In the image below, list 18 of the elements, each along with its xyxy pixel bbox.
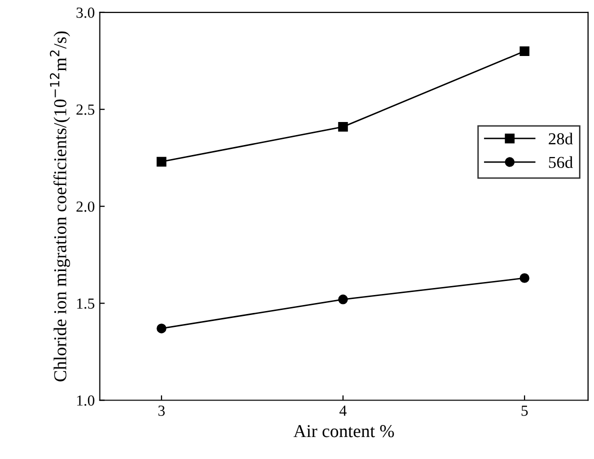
y-axis-title: Chloride ion migration coefficients/(10$^{−12}$m$^{2}$/s) bbox=[50, 31, 70, 382]
y-tick-label: 1.5 bbox=[77, 298, 94, 309]
y-tick-label: 1.0 bbox=[77, 395, 94, 406]
point bbox=[338, 294, 348, 304]
y-tick-label: 2.5 bbox=[76, 104, 94, 115]
point bbox=[520, 273, 530, 283]
point bbox=[338, 122, 348, 132]
x-tick-label: 3 bbox=[158, 406, 165, 416]
point bbox=[156, 324, 166, 334]
y-tick-label: 2.0 bbox=[76, 201, 94, 212]
legend-label: 28d bbox=[548, 132, 573, 144]
point bbox=[156, 156, 166, 167]
x-tick-label: 4 bbox=[339, 406, 347, 416]
legend-label: 56d bbox=[549, 156, 573, 168]
x-axis-title: Air content % bbox=[293, 425, 394, 438]
y-tick-label: 3.0 bbox=[76, 8, 94, 18]
x-tick-label: 5 bbox=[522, 406, 528, 416]
point bbox=[520, 46, 530, 56]
